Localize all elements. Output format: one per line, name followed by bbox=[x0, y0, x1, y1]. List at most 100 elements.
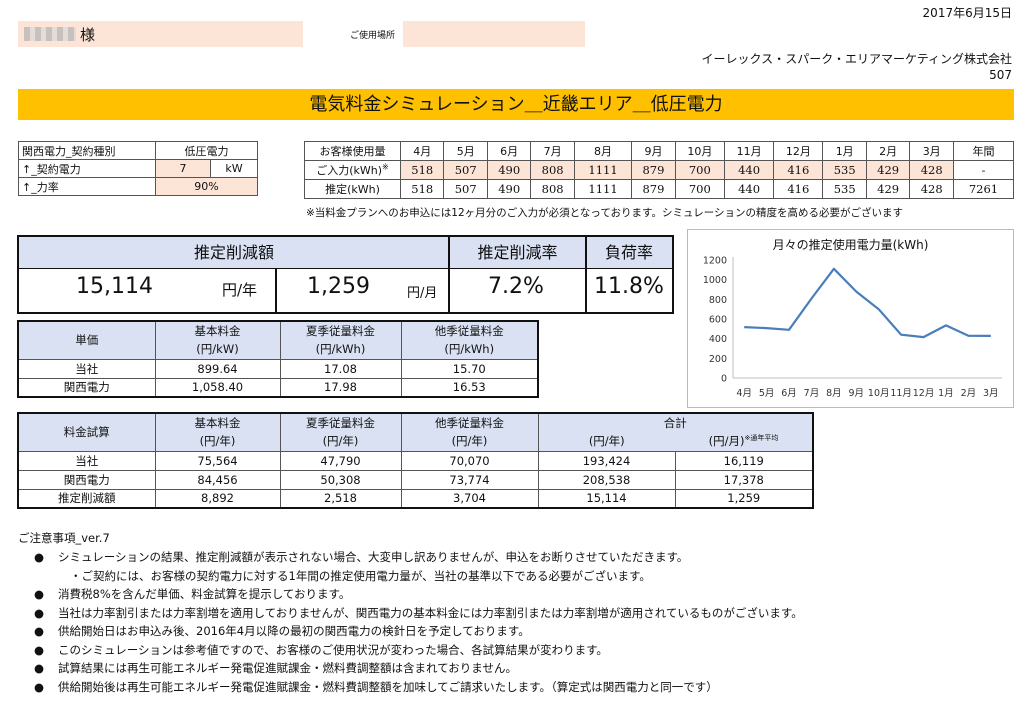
x-tick-label: 7月 bbox=[804, 388, 820, 399]
x-tick-label: 4月 bbox=[736, 388, 752, 399]
page-title: 電気料金シミュレーション＿近畿エリア＿低圧電力 bbox=[18, 89, 1014, 120]
note-subitem: ・ご契約には、お客様の契約電力に対する1年間の推定使用電力量が、当社の基準以下で… bbox=[70, 568, 651, 583]
row-name: 当社 bbox=[17, 450, 156, 471]
month-header: 10月 bbox=[674, 141, 725, 161]
month-header: 6月 bbox=[486, 141, 532, 161]
x-tick-label: 8月 bbox=[826, 388, 842, 399]
fee-col1: 基本料金 bbox=[154, 412, 281, 432]
input-usage-cell[interactable]: 808 bbox=[530, 160, 575, 180]
estimated-usage-cell: 808 bbox=[530, 179, 575, 199]
fee-estimate-table: 料金試算 基本料金 夏季従量料金 他季従量料金 合計 (円/年) (円/年) (… bbox=[17, 412, 814, 509]
month-header: 3月 bbox=[909, 141, 954, 161]
customer-honorific: 様 bbox=[80, 26, 96, 44]
input-usage-cell[interactable]: 428 bbox=[909, 160, 954, 180]
x-tick-label: 6月 bbox=[781, 388, 797, 399]
contract-type-value: 低圧電力 bbox=[155, 141, 258, 160]
fee-col1-unit: (円/年) bbox=[154, 432, 281, 452]
input-usage-cell[interactable]: 490 bbox=[486, 160, 532, 180]
estimated-usage-cell: 535 bbox=[822, 179, 867, 199]
estimated-usage-cell: 879 bbox=[631, 179, 676, 199]
place-field bbox=[403, 21, 585, 47]
input-usage-cell[interactable]: 700 bbox=[674, 160, 725, 180]
x-tick-label: 11月 bbox=[890, 388, 912, 399]
month-header: 5月 bbox=[443, 141, 488, 161]
usage-header-label: お客様使用量 bbox=[304, 141, 401, 161]
note-item: ● 消費税8%を含んだ単価、料金試算を提示しております。 bbox=[34, 587, 351, 601]
usage-table: お客様使用量 4月 5月 6月 7月 8月 9月 10月 11月 12月 1月 2月 3月 年間 ご入力… bbox=[304, 141, 1014, 199]
cell: 17.08 bbox=[279, 358, 402, 379]
note-item: ● 試算結果には再生可能エネルギー発電促進賦課金・燃料費調整額は含まれておりません… bbox=[34, 661, 517, 675]
cell: 2,518 bbox=[279, 488, 402, 509]
x-tick-label: 5月 bbox=[759, 388, 775, 399]
unit-col1-unit: (円/kW) bbox=[154, 340, 281, 360]
usage-note: ※当料金プランへのお申込には12ヶ月分のご入力が必須となっております。シミュレー… bbox=[306, 207, 904, 219]
estimated-usage-cell: 518 bbox=[399, 179, 445, 199]
fee-total-month-unit: (円/月)※通年平均 bbox=[675, 432, 814, 452]
fee-col2-unit: (円/年) bbox=[279, 432, 402, 452]
table-row: 関西電力 1,058.40 17.98 16.53 bbox=[17, 377, 539, 398]
x-tick-label: 10月 bbox=[868, 388, 890, 399]
month-header: 11月 bbox=[723, 141, 775, 161]
cell: 193,424 bbox=[537, 450, 676, 471]
x-tick-label: 1月 bbox=[938, 388, 954, 399]
cell: 75,564 bbox=[154, 450, 281, 471]
contract-capacity-unit: kW bbox=[210, 159, 258, 178]
cell: 17.98 bbox=[279, 377, 402, 398]
cell: 17,378 bbox=[674, 469, 814, 490]
cell: 73,774 bbox=[400, 469, 539, 490]
monthly-reduction-value: 1,259 bbox=[307, 274, 370, 299]
note-item: ● このシミュレーションは参考値ですので、お客様のご使用状況が変わった場合、各試算… bbox=[34, 642, 608, 657]
summary-box: 推定削減額 推定削減率 負荷率 15,114 円/年 1,259 円/月 7.2… bbox=[17, 235, 674, 314]
estimated-usage-cell: 440 bbox=[723, 179, 775, 199]
usage-chart: 月々の推定使用電力量(kWh) 0 200 400 600 800 1000 1200 4月 5… bbox=[687, 229, 1014, 408]
table-row: 推定削減額 8,892 2,518 3,704 15,114 1,259 bbox=[17, 488, 814, 509]
cell: 8,892 bbox=[154, 488, 281, 509]
month-header: 2月 bbox=[865, 141, 911, 161]
table-row: 当社 75,564 47,790 70,070 193,424 16,119 bbox=[17, 450, 814, 471]
note-item: ● シミュレーションの結果、推定削減額が表示されない場合、大変申し訳ありませんが、… bbox=[34, 550, 689, 564]
annual-input-cell: - bbox=[953, 160, 1014, 180]
input-usage-cell[interactable]: 535 bbox=[822, 160, 867, 180]
input-usage-cell[interactable]: 1111 bbox=[573, 160, 633, 180]
fee-col3-unit: (円/年) bbox=[400, 432, 539, 452]
contract-capacity-label: ↑_契約電力 bbox=[18, 159, 156, 178]
row-name: 関西電力 bbox=[17, 469, 156, 490]
input-usage-cell[interactable]: 429 bbox=[865, 160, 911, 180]
x-tick-label: 12月 bbox=[913, 388, 935, 399]
estimated-usage-cell: 490 bbox=[486, 179, 532, 199]
cell: 47,790 bbox=[279, 450, 402, 471]
y-tick-label: 600 bbox=[709, 315, 727, 326]
fee-col3: 他季従量料金 bbox=[400, 412, 539, 432]
cell: 16.53 bbox=[400, 377, 539, 398]
cell: 1,259 bbox=[674, 488, 814, 509]
power-factor-label: ↑_力率 bbox=[18, 177, 156, 196]
monthly-reduction-unit: 円/月 bbox=[407, 286, 438, 301]
annual-reduction-value: 15,114 bbox=[76, 274, 153, 299]
place-label: ご使用場所 bbox=[350, 31, 396, 41]
annual-estimate-cell: 7261 bbox=[953, 179, 1014, 199]
fee-label: 料金試算 bbox=[17, 412, 156, 452]
input-usage-cell[interactable]: 879 bbox=[631, 160, 676, 180]
row-name: 推定削減額 bbox=[17, 488, 156, 509]
redacted-name bbox=[24, 27, 76, 41]
x-tick-label: 9月 bbox=[849, 388, 865, 399]
load-factor-header: 負荷率 bbox=[586, 237, 672, 269]
y-tick-label: 1000 bbox=[703, 275, 727, 286]
month-header: 8月 bbox=[573, 141, 633, 161]
note-item: ● 供給開始日はお申込み後、2016年4月以降の最初の関西電力の検針日を予定してお… bbox=[34, 624, 530, 638]
unit-col1: 基本料金 bbox=[154, 320, 281, 340]
unit-col3: 他季従量料金 bbox=[400, 320, 539, 340]
input-usage-cell[interactable]: 507 bbox=[443, 160, 488, 180]
row-name: 当社 bbox=[17, 358, 156, 379]
contract-capacity-value: 7 bbox=[155, 159, 211, 178]
input-usage-cell[interactable]: 518 bbox=[399, 160, 445, 180]
company-name: イーレックス・スパーク・エリアマーケティング株式会社 bbox=[701, 52, 1012, 66]
input-usage-cell[interactable]: 440 bbox=[723, 160, 775, 180]
input-usage-cell[interactable]: 416 bbox=[773, 160, 824, 180]
customer-name-field: 様 bbox=[18, 21, 303, 47]
cell: 15,114 bbox=[537, 488, 676, 509]
note-item: ● 供給開始後は再生可能エネルギー発電促進賦課金・燃料費調整額を加味してご請求いた… bbox=[34, 679, 718, 694]
note-item: ● 当社は力率割引または力率割増を適用しておりませんが、関西電力の基本料金には力率… bbox=[34, 605, 803, 620]
annual-reduction-unit: 円/年 bbox=[222, 281, 258, 299]
unit-col2: 夏季従量料金 bbox=[279, 320, 402, 340]
